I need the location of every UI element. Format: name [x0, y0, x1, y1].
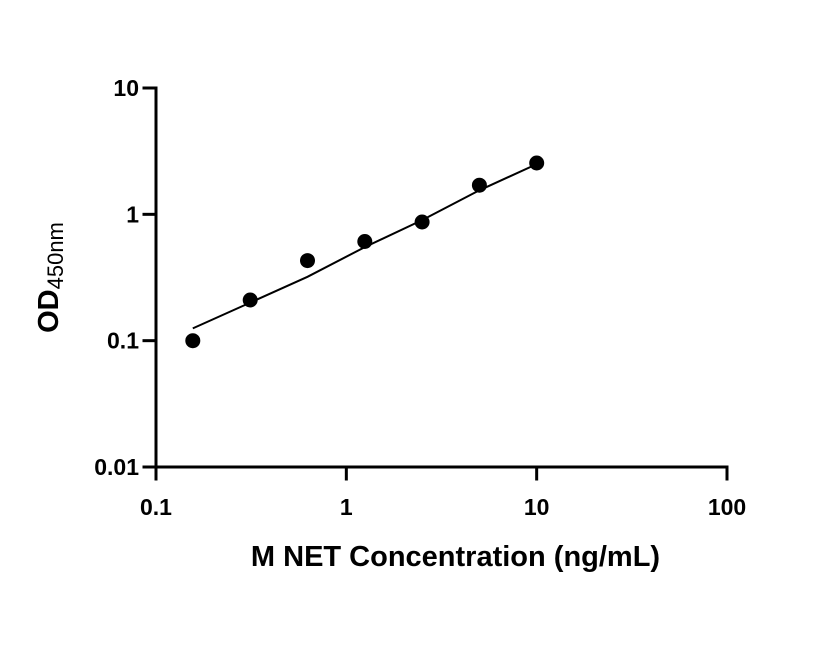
y-tick-label: 10 [113, 75, 139, 101]
y-axis-title: OD450nm [33, 222, 68, 333]
data-point [242, 292, 258, 308]
x-axis-title: M NET Concentration (ng/mL) [251, 541, 660, 573]
data-point [185, 333, 201, 349]
data-point [471, 177, 487, 193]
y-tick-label: 1 [126, 201, 139, 227]
y-axis-title-main: OD [33, 289, 65, 333]
data-points [185, 155, 545, 349]
y-axis-title-subscript: 450nm [43, 222, 68, 289]
y-tick-label: 0.01 [94, 454, 139, 480]
x-tick-label: 0.1 [140, 494, 172, 520]
x-tick-label: 10 [524, 494, 550, 520]
data-point [300, 253, 315, 269]
data-point [529, 155, 545, 171]
data-point [357, 234, 373, 249]
x-tick-label: 100 [708, 494, 746, 520]
axis-labels: M NET Concentration (ng/mL) OD450nm [33, 222, 660, 573]
data-point [414, 214, 430, 230]
x-tick-label: 1 [340, 494, 353, 520]
y-tick-label: 0.1 [107, 328, 139, 354]
